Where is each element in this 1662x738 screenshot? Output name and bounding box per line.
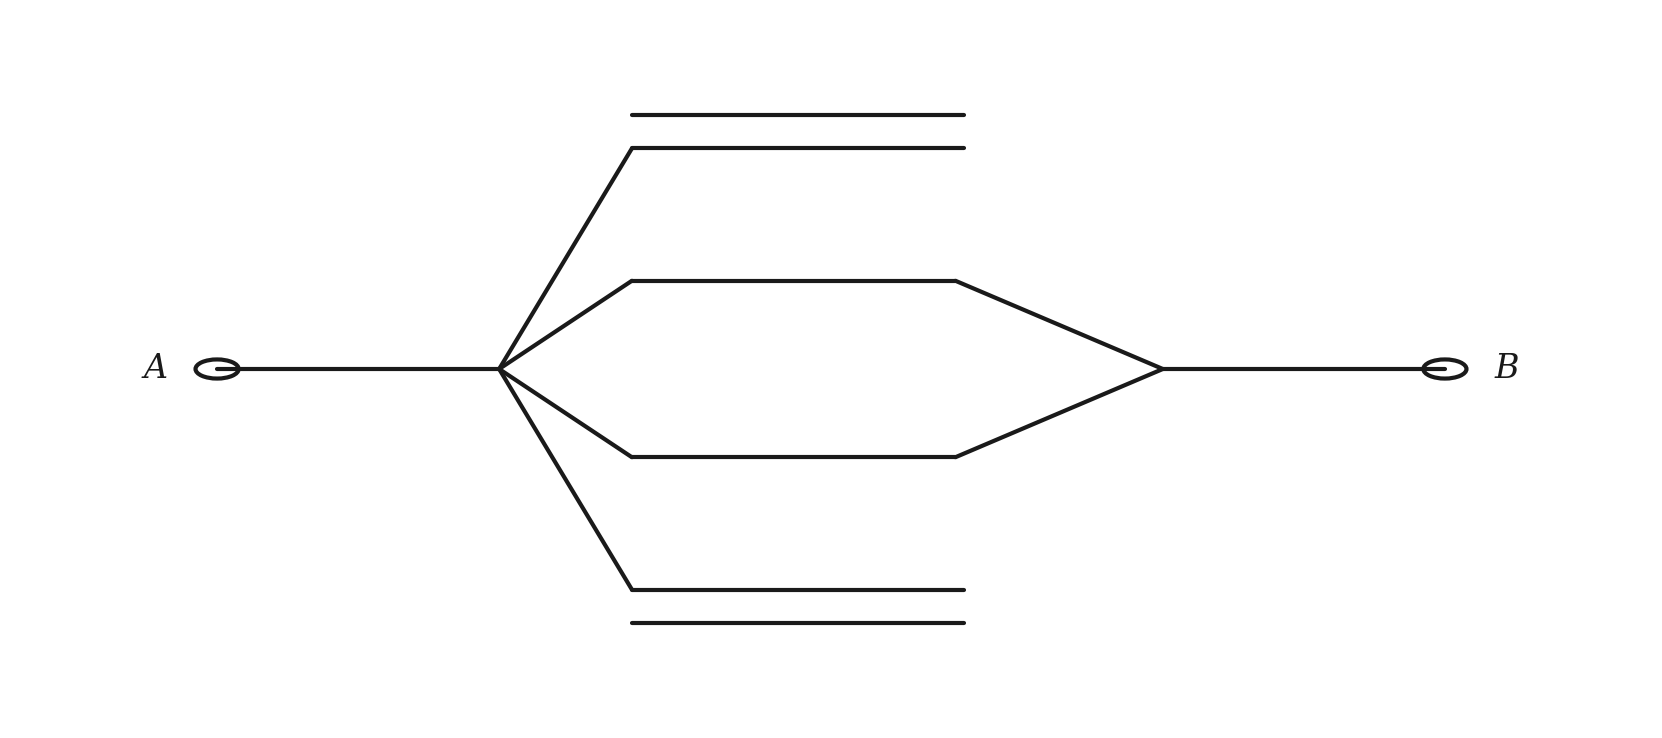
Text: A: A [143,353,168,385]
Text: B: B [1494,353,1519,385]
